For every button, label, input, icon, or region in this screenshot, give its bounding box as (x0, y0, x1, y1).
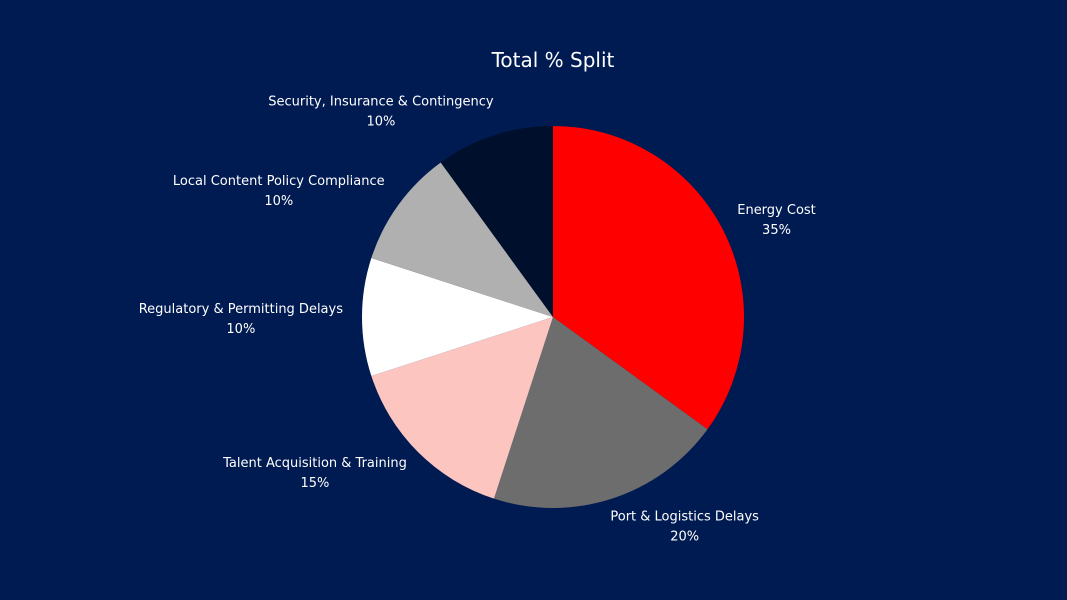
chart-title: Total % Split (491, 48, 615, 72)
slice-label-value: 15% (301, 476, 330, 491)
slice-label-name: Talent Acquisition & Training (222, 456, 407, 471)
slice-label: Energy Cost 35% (737, 203, 816, 238)
slice-label: Port & Logistics Delays 20% (610, 509, 759, 544)
slice-label: Talent Acquisition & Training 15% (222, 456, 407, 491)
slice-label-name: Energy Cost (737, 203, 816, 218)
slice-label-value: 10% (226, 322, 255, 337)
slice-label: Local Content Policy Compliance 10% (173, 174, 385, 209)
slice-label: Regulatory & Permitting Delays 10% (139, 302, 343, 337)
slice-label-name: Local Content Policy Compliance (173, 174, 385, 189)
slice-label-value: 10% (366, 115, 395, 130)
pie-slice (371, 162, 553, 317)
slice-label-value: 20% (670, 529, 699, 544)
slice-label-value: 10% (264, 194, 293, 209)
slice-label-name: Regulatory & Permitting Delays (139, 302, 343, 317)
slice-label: Security, Insurance & Contingency 10% (268, 95, 494, 130)
pie-slice (362, 257, 553, 377)
pie-slice (493, 317, 708, 508)
slice-label-value: 35% (762, 223, 791, 238)
slice-label-name: Security, Insurance & Contingency (268, 95, 494, 110)
pie-slice (553, 126, 745, 430)
slice-label-name: Port & Logistics Delays (610, 509, 759, 524)
pie-slice (440, 126, 553, 317)
pie-slice (371, 317, 553, 499)
